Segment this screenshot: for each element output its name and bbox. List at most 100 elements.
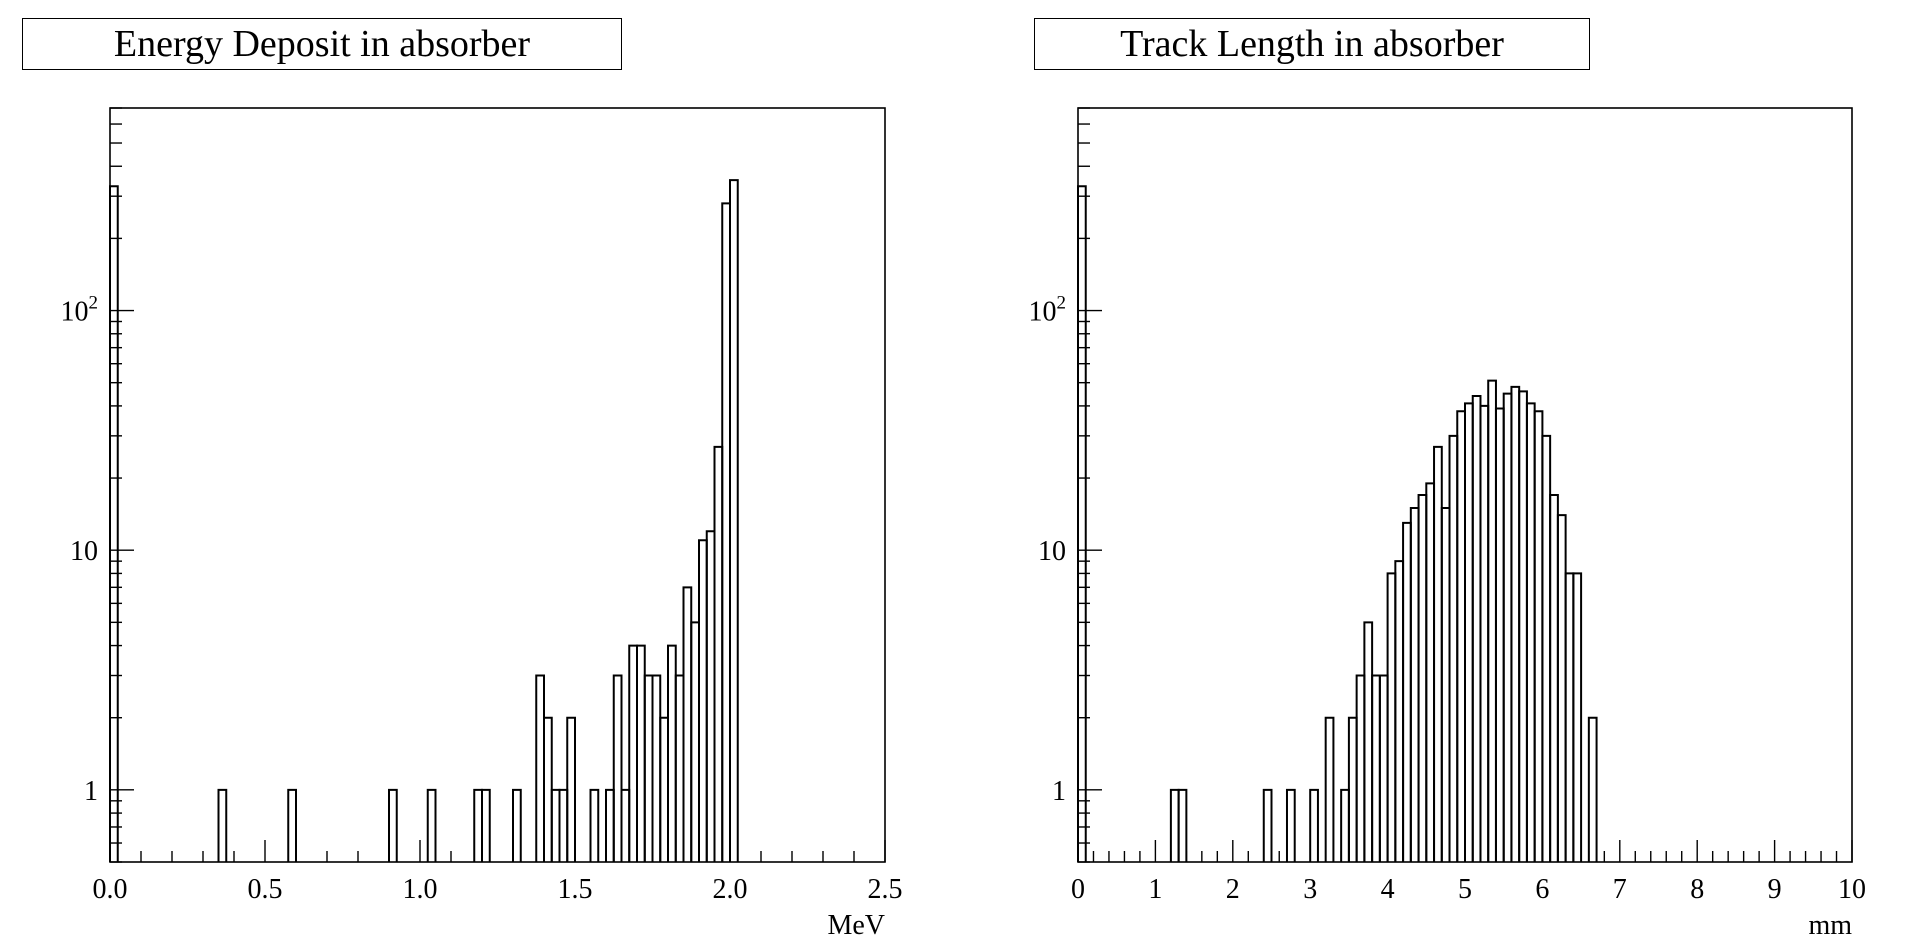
histogram-bar [535, 674, 545, 862]
x-tick-label: 2.5 [868, 874, 903, 905]
histogram-bar [605, 788, 615, 862]
histogram-bar [1324, 716, 1335, 862]
x-tick-label: 0.5 [248, 874, 283, 905]
chart-title: Track Length in absorber [1034, 18, 1590, 70]
histogram-bar [512, 788, 522, 862]
histogram-bar [729, 179, 739, 862]
x-tick-label: 7 [1613, 874, 1627, 905]
histogram-bar [721, 202, 731, 862]
histogram-bar [388, 788, 398, 862]
x-tick-label: 5 [1458, 874, 1472, 905]
energy-deposit-plot: 0.0 0.5 1.0 1.5 2.0 2.5 MeV 1 10 102 [61, 107, 903, 941]
histogram-bar [1510, 385, 1521, 862]
x-tick-label: 0 [1071, 874, 1085, 905]
histogram-bar [1494, 407, 1505, 862]
y-tick-label: 10 [1038, 536, 1066, 567]
histogram-bar [287, 788, 297, 862]
x-tick-label: 3 [1303, 874, 1317, 905]
x-tick-label: 1 [1148, 874, 1162, 905]
histogram-bar [1541, 434, 1552, 862]
histogram-bar [628, 644, 638, 862]
histogram-bar [1417, 493, 1428, 862]
y-tick-label: 1 [84, 776, 98, 807]
histogram-bar [1285, 788, 1296, 862]
histogram-bar [1464, 402, 1474, 862]
histogram-bar [1409, 506, 1420, 862]
histogram-bar [1448, 434, 1459, 862]
histogram-bar [1425, 482, 1436, 862]
y-tick-label: 10 [70, 536, 98, 567]
histogram-bar [1371, 674, 1381, 862]
histogram-bar [1394, 560, 1405, 862]
histogram-bar [698, 539, 708, 862]
histogram-bar [550, 788, 561, 862]
histogram-bar [558, 788, 569, 862]
histogram-bar [1355, 674, 1366, 862]
histogram-bar [1177, 788, 1188, 862]
histogram-bar [690, 621, 700, 862]
histogram-bar [109, 185, 119, 862]
histogram-bar [1564, 572, 1575, 862]
histogram-bar [1340, 788, 1350, 862]
histogram-bar [667, 644, 677, 862]
track-length-plot: 0 1 2 3 4 5 6 7 8 9 10 mm 1 10 102 [1029, 107, 1866, 941]
x-tick-label: 2 [1226, 874, 1240, 905]
histogram-bar [473, 788, 483, 862]
x-tick-label: 2.0 [713, 874, 748, 905]
histogram-bar [1077, 185, 1087, 862]
histogram-bar [481, 788, 491, 862]
y-tick-label: 1 [1052, 776, 1066, 807]
histogram-bar [636, 644, 646, 862]
x-tick-label: 9 [1768, 874, 1782, 905]
x-tick-label: 1.5 [558, 874, 593, 905]
histogram-bar [1262, 788, 1273, 862]
histogram-bar [566, 716, 576, 862]
chart-title: Energy Deposit in absorber [22, 18, 622, 70]
histogram-bar [713, 445, 724, 862]
x-tick-label: 4 [1381, 874, 1395, 905]
histogram-bar [651, 674, 662, 862]
histogram-bar [1518, 390, 1528, 862]
histogram-bar [1525, 402, 1536, 862]
y-tick-label: 102 [61, 293, 99, 328]
histogram-bar [1556, 514, 1567, 862]
histogram-bar [674, 674, 685, 862]
histogram-bar [612, 674, 623, 862]
histogram-bar [1572, 572, 1583, 862]
histogram-bar [1309, 788, 1319, 862]
histogram-bar [659, 716, 669, 862]
histogram-bar [589, 788, 600, 862]
histogram-bar [1169, 788, 1180, 862]
x-tick-label: 6 [1535, 874, 1549, 905]
x-tick-label: 10 [1838, 874, 1866, 905]
histogram-bar [1456, 410, 1466, 862]
histogram-bar [1347, 716, 1358, 862]
histogram-bar [1587, 716, 1598, 862]
histogram-bar [543, 716, 553, 862]
histogram-bar [643, 674, 654, 862]
histogram-bar [682, 586, 693, 862]
histogram-bar [426, 788, 437, 862]
histogram-bar [1386, 572, 1397, 862]
histogram-bar [217, 788, 228, 862]
y-tick-label: 102 [1029, 293, 1067, 328]
energy-deposit-panel: 0.0 0.5 1.0 1.5 2.0 2.5 MeV 1 10 102 Energy Depos… [22, 18, 903, 941]
histogram-bar [1363, 621, 1374, 862]
histogram-bar [1402, 521, 1412, 862]
histogram-bar [1471, 394, 1482, 862]
x-tick-label: 8 [1690, 874, 1704, 905]
histogram-bar [1378, 674, 1389, 862]
track-length-panel: 0 1 2 3 4 5 6 7 8 9 10 mm 1 10 102 Track Length in abs… [962, 0, 1924, 944]
histogram-bar [705, 530, 716, 862]
x-axis-title: mm [1808, 910, 1852, 941]
histogram-bar [620, 788, 631, 862]
histogram-bar [1433, 445, 1443, 862]
histogram-bar [1502, 392, 1513, 862]
histogram-bar [1549, 493, 1559, 862]
plot-frame [109, 107, 886, 863]
histogram-bar [1479, 404, 1490, 862]
x-axis-title: MeV [827, 910, 885, 941]
x-tick-label: 0.0 [93, 874, 128, 905]
histogram-bar [1440, 506, 1451, 862]
x-tick-label: 1.0 [403, 874, 438, 905]
